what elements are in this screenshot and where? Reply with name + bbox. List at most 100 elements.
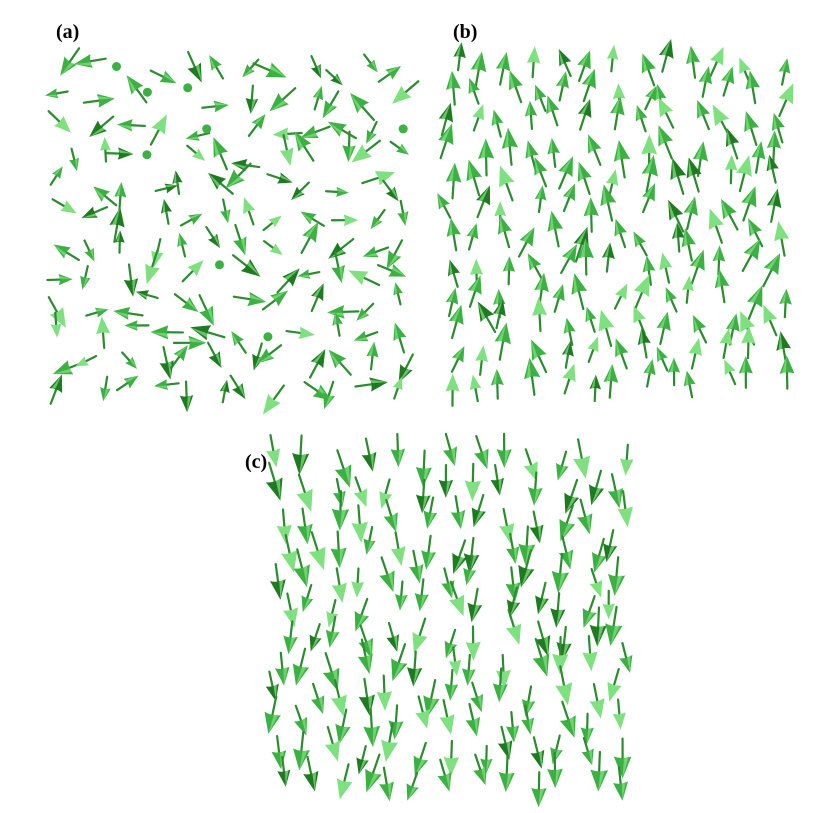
spin-arrow-icon (535, 581, 549, 615)
spin-arrow-icon (762, 253, 781, 288)
spin-arrow-icon (281, 533, 298, 573)
spin-arrow-icon (354, 597, 370, 632)
spin-arrow-icon (149, 114, 167, 146)
spin-arrow-icon (390, 531, 406, 566)
spin-arrow-icon (335, 708, 351, 745)
spin-arrow-icon (186, 50, 202, 83)
spin-arrow-icon (531, 771, 547, 808)
spin-arrow-icon (470, 681, 484, 713)
spin-arrow-icon (771, 112, 785, 144)
spin-arrow-icon (668, 199, 685, 233)
spin-arrow-icon (154, 183, 178, 194)
spin-arrow-icon (564, 478, 580, 514)
spin-arrow-icon (391, 643, 408, 682)
spin-arrow-icon (598, 309, 615, 348)
spin-arrow-icon (309, 623, 322, 652)
spin-arrow-icon (215, 260, 224, 270)
spin-arrow-icon (351, 567, 365, 598)
spin-arrow-icon (444, 628, 458, 659)
spin-arrow-icon (82, 93, 115, 108)
spin-arrow-icon (683, 196, 698, 231)
spin-arrow-icon (589, 606, 607, 647)
spin-arrow-icon (471, 493, 486, 528)
spin-arrow-icon (582, 635, 598, 672)
spin-arrow-icon (558, 156, 573, 190)
spin-arrow-icon (778, 83, 794, 118)
spin-arrow-icon (445, 373, 460, 407)
spin-arrow-icon (362, 246, 390, 258)
spin-arrow-icon (692, 314, 708, 344)
spin-arrow-icon (389, 140, 409, 155)
spin-arrow-icon (659, 252, 673, 284)
spin-arrow-icon (327, 121, 357, 140)
spin-arrow-icon (160, 199, 172, 225)
spin-arrow-icon (89, 115, 115, 137)
spin-arrow-icon (644, 85, 657, 111)
spin-arrow-icon (292, 434, 310, 475)
spin-arrow-icon (577, 50, 591, 82)
spin-arrow-icon (521, 704, 535, 735)
spin-arrow-icon (617, 490, 634, 528)
spin-arrow-icon (312, 85, 324, 111)
spin-arrow-icon (448, 304, 464, 340)
spin-arrow-icon (277, 756, 291, 787)
spin-arrow-icon (445, 70, 461, 106)
spin-arrow-icon (658, 125, 674, 160)
spin-arrow-icon (363, 707, 381, 747)
spin-arrow-icon (477, 301, 497, 334)
spin-arrow-icon (688, 337, 702, 370)
spin-arrow-icon (766, 188, 782, 223)
panel-label-b: (b) (453, 21, 478, 43)
spin-arrow-icon (665, 287, 678, 313)
spin-arrow-icon (49, 166, 63, 186)
spin-arrow-icon (294, 131, 315, 162)
spin-arrow-icon (581, 736, 594, 766)
spin-arrow-icon (613, 737, 632, 779)
spin-arrow-icon (465, 702, 481, 737)
spin-arrow-icon (150, 325, 184, 340)
spin-arrow-icon (145, 249, 160, 285)
spin-arrow-icon (104, 147, 134, 160)
spin-arrow-icon (114, 230, 125, 254)
spin-arrow-icon (531, 339, 548, 374)
spin-arrow-icon (257, 344, 283, 364)
spin-arrow-icon (126, 75, 148, 104)
spin-arrow-icon (720, 198, 739, 231)
spin-arrow-icon (725, 128, 740, 160)
spin-arrow-icon (499, 165, 515, 202)
spin-arrow-icon (442, 432, 458, 467)
spin-arrow-icon (467, 587, 483, 623)
spin-arrow-icon (589, 374, 602, 403)
spin-arrow-icon (331, 251, 345, 284)
spin-arrow-icon (377, 66, 401, 83)
spin-arrow-icon (69, 147, 79, 172)
spin-arrow-icon (421, 534, 437, 570)
spin-arrow-icon (301, 583, 314, 612)
spin-arrow-icon (172, 335, 207, 350)
spin-arrow-icon (354, 377, 388, 392)
spin-arrow-icon (121, 351, 137, 369)
spin-arrow-icon (535, 620, 551, 657)
spin-arrow-icon (445, 287, 459, 318)
spin-arrow-icon (602, 589, 615, 620)
spin-arrow-icon (746, 285, 763, 322)
spin-arrow-icon (270, 562, 286, 600)
spin-arrow-icon (406, 650, 423, 687)
spin-arrow-icon (724, 359, 737, 386)
spin-arrow-icon (558, 49, 572, 78)
spin-arrow-icon (322, 652, 340, 692)
spin-arrow-icon (190, 325, 226, 341)
spin-arrow-icon (415, 695, 430, 729)
spin-arrow-icon (173, 293, 199, 313)
spin-arrow-icon (169, 345, 188, 370)
spin-arrow-icon (47, 296, 66, 328)
spin-arrow-icon (524, 357, 541, 396)
spin-arrow-icon (153, 379, 180, 390)
spin-arrow-icon (589, 567, 603, 598)
spin-arrow-icon (686, 157, 702, 193)
spin-arrow-icon (351, 139, 382, 163)
spin-arrow-icon (470, 51, 487, 88)
spin-arrow-icon (325, 186, 349, 197)
spin-arrow-icon (492, 299, 506, 330)
spin-arrow-icon (637, 327, 651, 359)
